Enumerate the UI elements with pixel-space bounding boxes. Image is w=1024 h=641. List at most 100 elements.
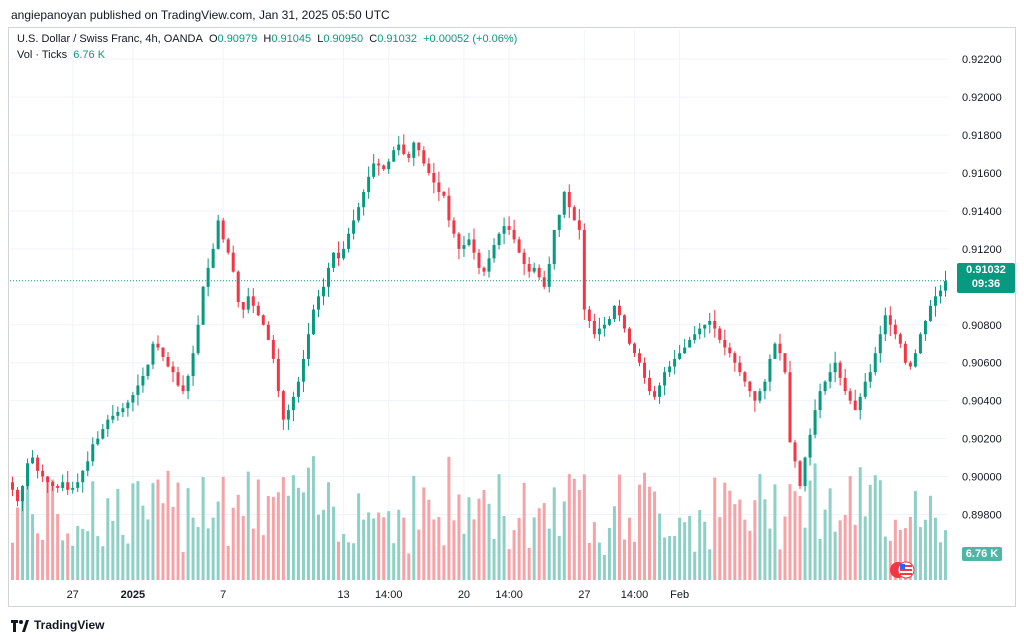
volume-bar xyxy=(472,519,476,580)
volume-bar xyxy=(121,534,125,580)
candle-body xyxy=(66,482,70,490)
candlesticks xyxy=(11,134,947,512)
candle-body xyxy=(487,258,491,272)
candle-body xyxy=(607,319,611,325)
candle-body xyxy=(788,372,792,443)
candle-body xyxy=(196,324,200,354)
volume-bar xyxy=(893,519,897,580)
volume-bar xyxy=(943,530,947,580)
volume-bar xyxy=(698,510,702,580)
volume-bar xyxy=(36,533,40,580)
volume-legend[interactable]: Vol · Ticks 6.76 K xyxy=(17,49,105,61)
low-value: 0.90950 xyxy=(323,33,364,45)
publish-caption: angiepanoyan published on TradingView.co… xyxy=(11,8,390,22)
candle-body xyxy=(191,353,195,376)
volume-bar xyxy=(918,527,922,580)
candle-body xyxy=(447,195,451,221)
volume-bar xyxy=(61,540,65,580)
volume-bar xyxy=(106,498,110,580)
symbol-label: U.S. Dollar / Swiss Franc, 4h, OANDA xyxy=(17,33,203,45)
volume-bar xyxy=(296,487,300,580)
candle-body xyxy=(507,226,511,230)
candle-body xyxy=(156,343,160,348)
volume-bar xyxy=(126,543,130,580)
candle-body xyxy=(557,214,561,230)
volume-bar xyxy=(507,549,511,580)
price-tick-label: 0.92200 xyxy=(962,54,1002,66)
candle-body xyxy=(627,328,631,344)
volume-bar xyxy=(502,516,506,580)
candle-body xyxy=(898,334,902,344)
time-tick-label: 20 xyxy=(458,589,470,601)
volume-bar xyxy=(607,527,611,580)
tradingview-footer[interactable]: TradingView xyxy=(11,618,104,632)
candle-body xyxy=(31,457,35,464)
price-tick-label: 0.90200 xyxy=(962,434,1002,446)
candle-body xyxy=(668,366,672,373)
volume-bar xyxy=(412,475,416,580)
candle-body xyxy=(462,245,466,249)
candle-body xyxy=(171,366,175,373)
candle-body xyxy=(567,191,571,208)
candle-body xyxy=(713,320,717,329)
ohlc-legend[interactable]: U.S. Dollar / Swiss Franc, 4h, OANDA O0.… xyxy=(17,33,517,45)
volume-bar xyxy=(101,546,105,580)
candle-body xyxy=(678,353,682,359)
candle-body xyxy=(221,220,225,240)
volume-bar xyxy=(211,517,215,580)
candle-body xyxy=(81,470,85,483)
candle-body xyxy=(457,233,461,249)
volume-bar xyxy=(347,542,351,580)
volume-bar xyxy=(758,474,762,580)
candle-body xyxy=(41,470,45,477)
volume-bar xyxy=(878,480,882,580)
candle-body xyxy=(116,412,120,416)
low-label: L xyxy=(317,33,324,45)
candle-body xyxy=(101,429,105,439)
candle-body xyxy=(562,191,566,215)
volume-bar xyxy=(783,516,787,580)
volume-bar xyxy=(788,484,792,580)
volume-bar xyxy=(713,477,717,580)
volume-bar xyxy=(116,488,120,580)
candle-body xyxy=(332,252,336,268)
volume-bar xyxy=(738,499,742,580)
candle-body xyxy=(853,400,857,411)
tradingview-logo-icon xyxy=(11,619,29,632)
volume-bar xyxy=(592,522,596,580)
volume-bar xyxy=(673,535,677,580)
volume-bar xyxy=(898,529,902,580)
volume-bar xyxy=(678,517,682,580)
candle-body xyxy=(863,381,867,397)
chart-frame xyxy=(8,27,1016,607)
candle-body xyxy=(357,207,361,221)
volume-bar xyxy=(442,545,446,580)
volume-bar xyxy=(311,456,315,580)
volume-bar xyxy=(763,499,767,580)
candle-body xyxy=(708,320,712,325)
candle-body xyxy=(206,267,210,287)
candle-body xyxy=(246,296,250,310)
candle-body xyxy=(71,487,75,490)
volume-bar xyxy=(567,474,571,580)
price-tick-label: 0.91600 xyxy=(962,168,1002,180)
candle-body xyxy=(552,229,556,265)
candle-body xyxy=(622,315,626,329)
price-tick-label: 0.92000 xyxy=(962,92,1002,104)
volume-bar xyxy=(196,527,200,580)
volume-bar xyxy=(206,528,210,580)
candle-body xyxy=(271,339,275,359)
time-tick-label: 7 xyxy=(220,589,226,601)
candle-body xyxy=(753,391,757,401)
volume-bar xyxy=(166,470,170,580)
candle-body xyxy=(903,343,907,363)
candle-body xyxy=(146,364,150,376)
volume-bar xyxy=(547,528,551,580)
volume-bar xyxy=(56,513,60,580)
volume-bar xyxy=(883,536,887,580)
price-tick-label: 0.90400 xyxy=(962,396,1002,408)
candle-body xyxy=(908,362,912,367)
candle-body xyxy=(372,163,376,177)
high-value: 0.91045 xyxy=(271,33,312,45)
